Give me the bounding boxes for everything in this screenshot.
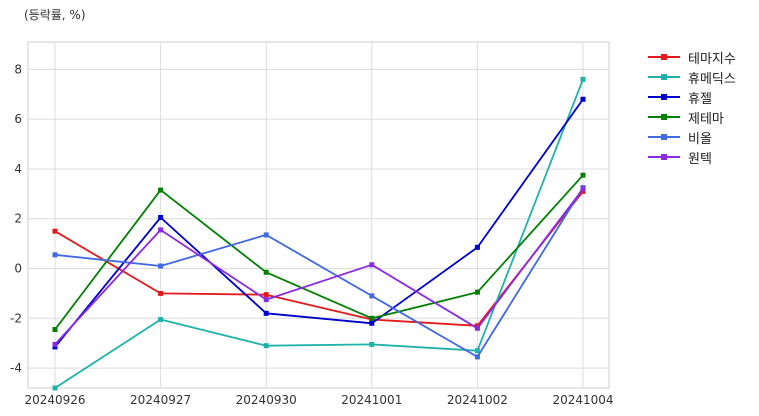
series-point <box>369 293 375 299</box>
legend-item: 휴젤 <box>648 87 736 107</box>
series-point <box>52 385 58 391</box>
legend-swatch <box>648 111 680 123</box>
y-tick-label: 4 <box>14 162 22 176</box>
legend-item: 비올 <box>648 127 736 147</box>
legend-label: 휴메딕스 <box>688 71 736 87</box>
series-point <box>580 172 586 178</box>
series-line <box>54 174 584 331</box>
legend-swatch <box>648 151 680 163</box>
series-point <box>52 341 58 347</box>
series-point <box>474 325 480 331</box>
series-line <box>54 98 584 348</box>
series-point <box>52 228 58 234</box>
series-point <box>474 348 480 354</box>
series-point <box>474 289 480 295</box>
y-tick-label: 6 <box>14 112 22 126</box>
legend-swatch <box>648 131 680 143</box>
series-point <box>474 244 480 250</box>
series-point <box>158 187 164 193</box>
series-point <box>369 320 375 326</box>
series-point <box>158 227 164 233</box>
x-tick-label: 20240927 <box>130 393 191 407</box>
series-point <box>263 297 269 303</box>
y-tick-label: -4 <box>10 361 22 375</box>
y-tick-label: 0 <box>14 262 22 276</box>
grid <box>27 41 610 389</box>
legend-item: 제테마 <box>648 107 736 127</box>
series-line <box>54 188 584 346</box>
series-point <box>369 262 375 268</box>
series-point <box>263 269 269 275</box>
y-tick-label: -2 <box>10 311 22 325</box>
series-point <box>158 214 164 220</box>
series-point <box>52 327 58 333</box>
series-point <box>580 96 586 102</box>
legend-swatch <box>648 91 680 103</box>
series-point <box>263 343 269 349</box>
y-unit-label: (등락률, %) <box>24 8 86 22</box>
legend-label: 제테마 <box>688 111 724 127</box>
legend-swatch <box>648 71 680 83</box>
x-tick-label: 20241001 <box>341 393 402 407</box>
x-tick-label: 20240926 <box>24 393 85 407</box>
x-tick-label: 20241002 <box>447 393 508 407</box>
x-tick-label: 20241004 <box>552 393 613 407</box>
y-tick-label: 2 <box>14 212 22 226</box>
series-point <box>263 310 269 316</box>
legend-label: 테마지수 <box>688 51 736 67</box>
legend-label: 휴젤 <box>688 91 712 107</box>
series-point <box>263 292 269 298</box>
x-tick-label: 20240930 <box>236 393 297 407</box>
series-line <box>54 187 584 358</box>
series-point <box>369 315 375 321</box>
series-point <box>263 232 269 238</box>
legend-swatch <box>648 51 680 63</box>
series-lines <box>52 76 586 391</box>
y-tick-label: 8 <box>14 62 22 76</box>
series-point <box>580 76 586 82</box>
series-point <box>580 186 586 192</box>
series-point <box>52 252 58 258</box>
series-point <box>474 354 480 360</box>
series-point <box>158 263 164 269</box>
series-point <box>158 317 164 323</box>
legend-label: 비올 <box>688 131 712 147</box>
legend-item: 테마지수 <box>648 47 736 67</box>
legend-label: 원텍 <box>688 151 712 167</box>
axes: -4 -2 0 2 4 6 8 20240926 20240927 20240930 2024100… <box>10 62 614 407</box>
series-point <box>158 290 164 296</box>
series-point <box>369 341 375 347</box>
plot-frame <box>27 41 610 389</box>
legend-item: 휴메딕스 <box>648 67 736 87</box>
legend-item: 원텍 <box>648 147 736 167</box>
